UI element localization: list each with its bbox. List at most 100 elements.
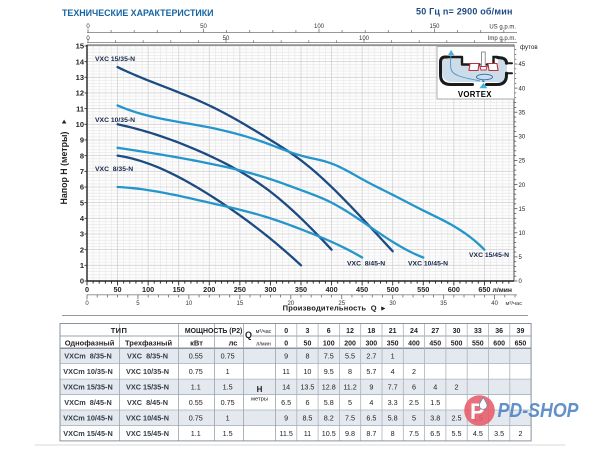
svg-text:35: 35 xyxy=(519,110,526,116)
svg-text:футов: футов xyxy=(520,44,538,51)
svg-text:US g.p.m.: US g.p.m. xyxy=(489,25,516,31)
svg-text:VXC 15/35-N: VXC 15/35-N xyxy=(126,382,169,391)
svg-text:VXC 15/35-N: VXC 15/35-N xyxy=(95,56,135,63)
svg-text:0: 0 xyxy=(86,36,90,42)
svg-text:1: 1 xyxy=(80,261,84,270)
svg-text:3.5: 3.5 xyxy=(494,429,504,438)
svg-text:6: 6 xyxy=(412,382,416,391)
svg-text:12: 12 xyxy=(76,89,84,98)
svg-text:0: 0 xyxy=(80,277,84,286)
svg-text:10: 10 xyxy=(519,231,526,237)
svg-text:1: 1 xyxy=(226,367,230,376)
svg-text:50: 50 xyxy=(223,36,230,42)
svg-text:9.8: 9.8 xyxy=(345,429,355,438)
svg-text:VXCm 10/45-N: VXCm 10/45-N xyxy=(63,413,112,422)
svg-text:7.5: 7.5 xyxy=(324,352,334,361)
svg-text:6.5: 6.5 xyxy=(366,413,376,422)
svg-text:450: 450 xyxy=(429,340,441,347)
svg-text:650: 650 xyxy=(478,285,490,294)
svg-text:4.5: 4.5 xyxy=(473,429,483,438)
svg-text:20: 20 xyxy=(287,301,294,307)
svg-text:33: 33 xyxy=(474,328,482,335)
svg-text:8.5: 8.5 xyxy=(302,413,312,422)
svg-text:5: 5 xyxy=(519,255,523,261)
svg-text:15: 15 xyxy=(237,301,244,307)
svg-text:МОЩНОСТЬ (P2): МОЩНОСТЬ (P2) xyxy=(185,326,243,335)
svg-text:1.5: 1.5 xyxy=(223,382,233,391)
svg-text:VXCm 8/45-N: VXCm 8/45-N xyxy=(64,398,111,407)
svg-text:0: 0 xyxy=(519,279,523,285)
svg-text:м³/час: м³/час xyxy=(256,329,272,335)
svg-text:25: 25 xyxy=(519,159,526,165)
svg-text:0.75: 0.75 xyxy=(221,398,235,407)
svg-text:550: 550 xyxy=(417,285,429,294)
svg-text:200: 200 xyxy=(344,340,356,347)
svg-text:14: 14 xyxy=(282,382,290,391)
svg-text:VXCm 15/35-N: VXCm 15/35-N xyxy=(63,382,112,391)
svg-text:5.5: 5.5 xyxy=(452,429,462,438)
svg-text:0.75: 0.75 xyxy=(221,352,235,361)
svg-text:0: 0 xyxy=(284,328,288,335)
svg-text:Imp g.p.m.: Imp g.p.m. xyxy=(488,36,517,42)
svg-text:450: 450 xyxy=(356,285,368,294)
svg-text:Однофазный: Однофазный xyxy=(65,338,115,347)
svg-text:4: 4 xyxy=(369,398,373,407)
svg-text:350: 350 xyxy=(387,340,399,347)
svg-text:18: 18 xyxy=(367,328,375,335)
svg-text:H: H xyxy=(257,385,263,394)
svg-text:100: 100 xyxy=(314,24,325,30)
svg-text:5.5: 5.5 xyxy=(345,352,355,361)
svg-text:11: 11 xyxy=(76,104,84,113)
svg-text:метры: метры xyxy=(251,397,268,403)
svg-text:8: 8 xyxy=(305,352,309,361)
svg-text:36: 36 xyxy=(495,328,503,335)
svg-text:0.55: 0.55 xyxy=(189,398,203,407)
svg-text:9: 9 xyxy=(80,136,84,145)
svg-text:VXC 15/45-N: VXC 15/45-N xyxy=(469,252,509,259)
svg-text:300: 300 xyxy=(366,340,378,347)
svg-text:5.7: 5.7 xyxy=(366,367,376,376)
svg-text:100: 100 xyxy=(359,36,370,42)
svg-text:7.5: 7.5 xyxy=(345,413,355,422)
svg-text:5: 5 xyxy=(136,301,140,307)
svg-text:10: 10 xyxy=(303,367,311,376)
svg-text:150: 150 xyxy=(173,285,185,294)
svg-text:27: 27 xyxy=(431,328,439,335)
svg-text:400: 400 xyxy=(408,340,420,347)
svg-text:PD-SHOP: PD-SHOP xyxy=(498,400,580,422)
svg-text:VXC 8/45-N: VXC 8/45-N xyxy=(127,398,168,407)
svg-text:Трехфазный: Трехфазный xyxy=(125,338,173,347)
svg-text:ТИП: ТИП xyxy=(111,326,128,335)
svg-text:0.55: 0.55 xyxy=(189,352,203,361)
svg-text:6.5: 6.5 xyxy=(430,429,440,438)
svg-text:3: 3 xyxy=(80,230,84,239)
svg-text:7.7: 7.7 xyxy=(388,382,398,391)
svg-text:VXC 10/35-N: VXC 10/35-N xyxy=(126,367,169,376)
svg-text:21: 21 xyxy=(389,328,397,335)
svg-text:8: 8 xyxy=(391,429,395,438)
svg-text:VXC 10/45-N: VXC 10/45-N xyxy=(126,413,169,422)
svg-text:л/мин: л/мин xyxy=(256,342,271,348)
svg-text:VXCm 8/35-N: VXCm 8/35-N xyxy=(64,352,111,361)
svg-text:8.2: 8.2 xyxy=(324,413,334,422)
svg-text:VXC 8/35-N: VXC 8/35-N xyxy=(95,166,133,173)
svg-text:0: 0 xyxy=(284,340,288,347)
svg-text:50: 50 xyxy=(304,340,312,347)
svg-text:VXCm 15/45-N: VXCm 15/45-N xyxy=(63,429,112,438)
svg-text:50 Гц n= 2900 об/мин: 50 Гц n= 2900 об/мин xyxy=(416,7,513,17)
svg-text:1: 1 xyxy=(226,413,230,422)
svg-text:40: 40 xyxy=(491,301,498,307)
svg-text:5.8: 5.8 xyxy=(388,413,398,422)
svg-text:25: 25 xyxy=(338,301,345,307)
svg-text:15: 15 xyxy=(519,207,526,213)
svg-text:500: 500 xyxy=(451,340,463,347)
svg-text:3: 3 xyxy=(305,328,309,335)
svg-text:3.8: 3.8 xyxy=(430,413,440,422)
svg-text:40: 40 xyxy=(519,86,526,92)
svg-text:350: 350 xyxy=(295,285,307,294)
svg-text:1.1: 1.1 xyxy=(191,429,201,438)
svg-text:11: 11 xyxy=(304,429,311,438)
svg-text:12: 12 xyxy=(346,328,354,335)
svg-text:150: 150 xyxy=(429,24,440,30)
svg-text:Производительность Q ▸: Производительность Q ▸ xyxy=(283,304,387,313)
